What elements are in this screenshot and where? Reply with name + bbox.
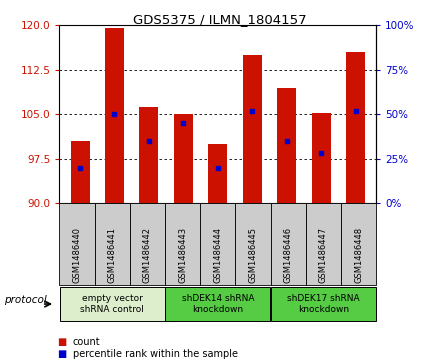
Text: GSM1486443: GSM1486443: [178, 227, 187, 283]
Text: GSM1486448: GSM1486448: [354, 227, 363, 283]
Text: shDEK17 shRNA
knockdown: shDEK17 shRNA knockdown: [287, 294, 360, 314]
Bar: [277, 87, 296, 203]
Bar: [243, 55, 262, 203]
Text: ■: ■: [57, 349, 66, 359]
Text: protocol: protocol: [4, 295, 47, 305]
Text: empty vector
shRNA control: empty vector shRNA control: [80, 294, 144, 314]
Bar: [139, 107, 158, 203]
Text: shDEK14 shRNA
knockdown: shDEK14 shRNA knockdown: [182, 294, 254, 314]
Text: GDS5375 / ILMN_1804157: GDS5375 / ILMN_1804157: [133, 13, 307, 26]
Text: percentile rank within the sample: percentile rank within the sample: [73, 349, 238, 359]
Text: GSM1486445: GSM1486445: [249, 227, 257, 283]
Text: count: count: [73, 337, 100, 347]
Bar: [105, 28, 124, 203]
Text: GSM1486444: GSM1486444: [213, 227, 222, 283]
Text: GSM1486442: GSM1486442: [143, 227, 152, 283]
Bar: [208, 144, 227, 203]
Text: GSM1486440: GSM1486440: [73, 227, 81, 283]
Text: GSM1486447: GSM1486447: [319, 227, 328, 283]
Text: ■: ■: [57, 337, 66, 347]
Text: GSM1486441: GSM1486441: [108, 227, 117, 283]
Bar: [174, 114, 193, 203]
Bar: [346, 52, 365, 203]
Bar: [70, 141, 89, 203]
Text: GSM1486446: GSM1486446: [284, 227, 293, 283]
Bar: [312, 113, 330, 203]
